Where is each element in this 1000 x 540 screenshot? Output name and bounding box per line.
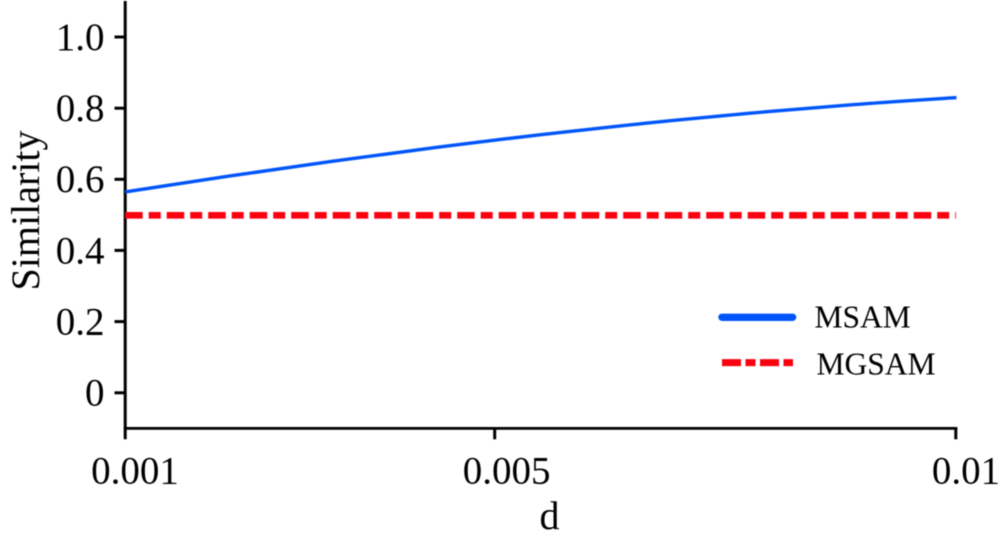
svg-text:0.01: 0.01 — [932, 450, 1000, 493]
svg-text:1.0: 1.0 — [56, 16, 105, 59]
svg-text:MSAM: MSAM — [815, 300, 911, 335]
svg-text:0.2: 0.2 — [56, 301, 105, 344]
svg-text:0: 0 — [85, 372, 105, 415]
svg-text:0.6: 0.6 — [56, 158, 105, 201]
svg-text:MGSAM: MGSAM — [817, 346, 936, 381]
svg-text:Similarity: Similarity — [3, 131, 48, 291]
svg-text:0.8: 0.8 — [56, 87, 105, 130]
svg-text:0.001: 0.001 — [91, 450, 179, 493]
svg-text:0.4: 0.4 — [56, 229, 105, 272]
svg-text:d: d — [540, 493, 560, 538]
svg-text:0.005: 0.005 — [463, 450, 551, 493]
